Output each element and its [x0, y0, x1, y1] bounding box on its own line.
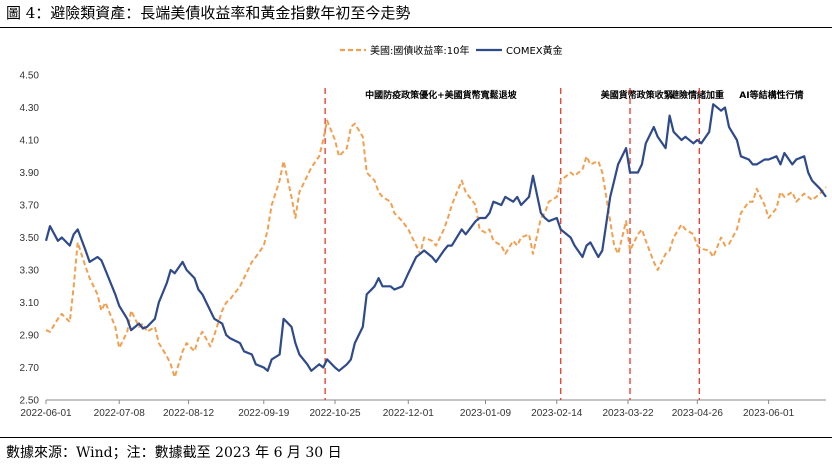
event-label: 避險情緒加重 — [670, 89, 724, 101]
x-tick-label: 2023-06-01 — [743, 408, 795, 419]
source-note: 數據來源：Wind；注：數據截至 2023 年 6 月 30 日 — [6, 445, 342, 461]
y-tick-label: 3.10 — [20, 298, 40, 309]
line-chart: 4.50 4.30 4.10 3.90 3.70 3.50 3.30 3.10 2.90 2.70… — [20, 44, 827, 419]
x-tick-label: 2022-07-08 — [94, 408, 146, 419]
legend-label: 美國:國債收益率:10年 — [370, 44, 469, 57]
y-tick-label: 2.70 — [20, 363, 40, 374]
y-tick-label: 3.90 — [20, 168, 40, 179]
series-lines — [44, 103, 827, 379]
y-tick-label: 4.30 — [20, 103, 40, 114]
y-tick-label: 2.50 — [20, 396, 40, 407]
y-tick-label: 3.70 — [20, 201, 40, 212]
series-line-0 — [45, 119, 827, 379]
event-label: AI等結構性行情 — [739, 89, 803, 101]
y-tick-label: 3.50 — [20, 233, 40, 244]
event-label: 中國防疫政策優化+美國貨幣寬鬆退坡 — [365, 89, 518, 101]
bottom-rule — [0, 437, 832, 438]
x-tick-label: 2023-04-26 — [672, 408, 724, 419]
y-tick-label: 4.10 — [20, 136, 40, 147]
y-tick-label: 4.50 — [20, 71, 40, 82]
legend-label: COMEX黃金 — [506, 44, 563, 57]
x-tick-label: 2023-02-14 — [531, 408, 583, 419]
figure-title: 圖 4：避險類資產：長端美債收益率和黃金指數年初至今走勢 — [6, 4, 411, 22]
y-tick-label: 2.90 — [20, 331, 40, 342]
chart-legend: 美國:國債收益率:10年 COMEX黃金 — [340, 44, 563, 57]
event-label: 美國貨幣政策收緊 — [601, 89, 673, 101]
top-rule — [0, 27, 832, 28]
y-tick-label: 3.30 — [20, 266, 40, 277]
x-tick-label: 2022-10-25 — [309, 408, 361, 419]
x-tick-label: 2023-03-22 — [602, 408, 654, 419]
x-tick-label: 2023-01-09 — [460, 408, 512, 419]
chart-axes: 4.50 4.30 4.10 3.90 3.70 3.50 3.30 3.10 2.90 2.70… — [20, 71, 826, 419]
x-tick-label: 2022-09-19 — [238, 408, 290, 419]
series-line-1 — [44, 103, 827, 372]
x-tick-label: 2022-08-12 — [163, 408, 215, 419]
x-tick-label: 2022-06-01 — [20, 408, 72, 419]
x-tick-label: 2022-12-01 — [383, 408, 435, 419]
